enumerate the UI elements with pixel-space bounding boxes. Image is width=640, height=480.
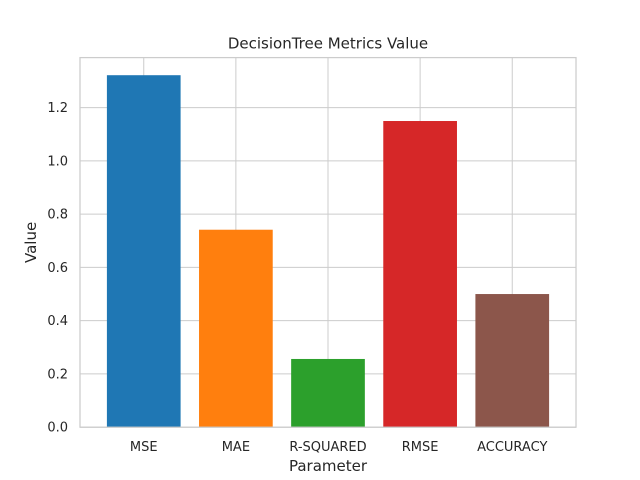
plot-frame: [79, 56, 577, 428]
y-tick-label: 0.2: [47, 367, 68, 382]
y-tick-label: 0.0: [47, 421, 68, 436]
y-tick-labels: 0.0 0.2 0.4 0.6 0.8 1.0 1.2: [47, 101, 68, 436]
x-tick-labels: MSE MAE R-SQUARED RMSE ACCURACY: [130, 440, 548, 455]
bar-accuracy: [475, 294, 550, 428]
x-tick-label: RMSE: [402, 440, 439, 455]
y-tick-label: 0.8: [47, 208, 68, 223]
bar-mae: [199, 229, 273, 428]
x-tick-label: ACCURACY: [477, 440, 547, 455]
x-axis-label: Parameter: [289, 457, 368, 475]
x-tick-label: R-SQUARED: [289, 440, 366, 455]
bar-rmse: [383, 121, 457, 428]
y-tick-label: 1.0: [47, 154, 68, 169]
bar-mse: [106, 75, 181, 428]
x-tick-label: MAE: [222, 440, 250, 455]
y-tick-label: 0.6: [47, 261, 68, 276]
y-tick-label: 1.2: [47, 101, 68, 116]
y-axis-label: Value: [22, 222, 40, 263]
y-tick-label: 0.4: [47, 314, 68, 329]
x-tick-label: MSE: [130, 440, 158, 455]
chart-title: DecisionTree Metrics Value: [228, 35, 428, 53]
bar-r-squared: [291, 358, 365, 428]
bars: [106, 75, 550, 428]
